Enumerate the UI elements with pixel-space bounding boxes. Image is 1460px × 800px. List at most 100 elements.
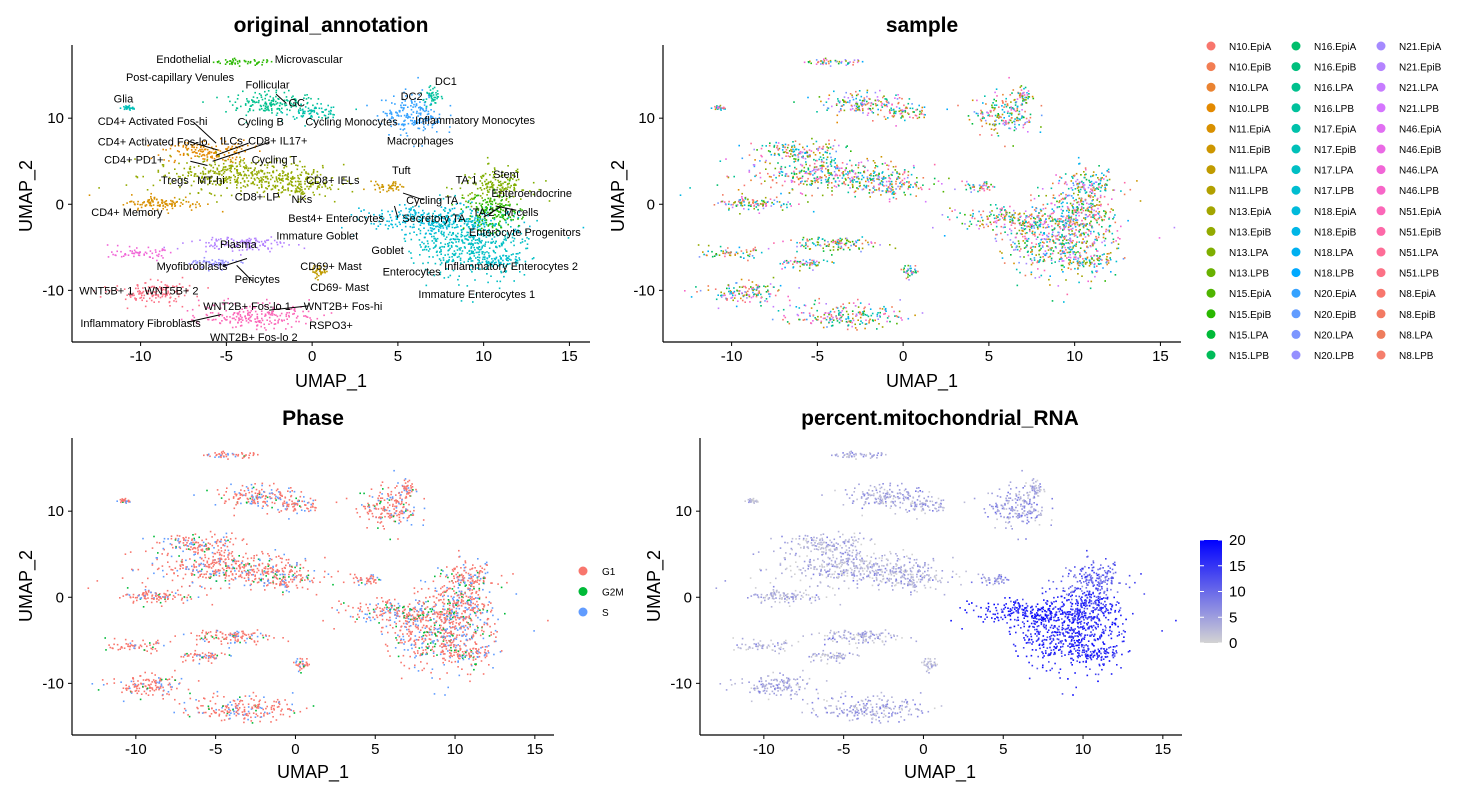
cell-point [429, 104, 432, 106]
cell-point [194, 203, 197, 206]
cell-point [1008, 127, 1010, 130]
cell-point [281, 112, 284, 114]
cell-point [472, 228, 474, 231]
cell-point [293, 162, 295, 164]
cell-point [759, 203, 762, 205]
cell-point [262, 191, 265, 194]
cell-point [166, 284, 168, 287]
cell-point [515, 253, 518, 255]
cell-point [275, 103, 278, 105]
cell-point [399, 134, 402, 136]
cell-point [186, 148, 188, 150]
cell-point [487, 264, 490, 267]
cell-point [357, 177, 359, 180]
cell-point [484, 211, 486, 213]
cell-point [524, 260, 527, 263]
cell-point [442, 221, 444, 224]
cell-point [782, 144, 785, 147]
cell-point [755, 203, 758, 205]
cell-point [975, 112, 978, 115]
cell-point [206, 159, 208, 162]
cell-point [426, 217, 429, 220]
cell-point [237, 177, 239, 179]
cell-point [891, 115, 894, 117]
cell-point [294, 191, 297, 194]
cell-point [914, 183, 916, 185]
cell-point [502, 205, 505, 207]
cell-point [294, 104, 297, 106]
cell-point [459, 257, 462, 260]
cell-point [1001, 108, 1004, 111]
cell-point [1098, 183, 1100, 185]
cell-point [1085, 173, 1087, 176]
cell-point [469, 243, 471, 245]
cell-point [793, 101, 795, 103]
cell-point [234, 62, 236, 64]
cell-point [238, 249, 241, 252]
cell-point [258, 170, 260, 172]
cell-point [159, 204, 161, 206]
cell-point [279, 182, 282, 184]
cell-point [1081, 180, 1083, 183]
cell-point [391, 102, 393, 104]
cell-point [460, 233, 463, 236]
cell-point [224, 140, 227, 143]
cell-point [517, 230, 520, 233]
cell-point [863, 165, 866, 168]
cell-point [260, 105, 262, 108]
cell-point [277, 322, 279, 324]
cell-point [827, 184, 829, 186]
cell-point [499, 202, 501, 205]
cell-point [833, 170, 836, 173]
cell-point [923, 106, 926, 108]
cell-point [781, 157, 784, 160]
cell-point [116, 289, 119, 291]
cell-point [821, 160, 824, 163]
cell-point [885, 190, 888, 192]
cell-point [1090, 189, 1093, 192]
cell-point [748, 202, 750, 204]
cell-point [504, 188, 506, 190]
cell-point [269, 320, 271, 322]
cell-point [229, 60, 231, 62]
cell-point [1120, 190, 1122, 192]
cell-point [266, 177, 269, 180]
cell-point [883, 103, 885, 106]
cell-point [971, 217, 973, 219]
cell-point [459, 249, 461, 251]
cell-point [903, 109, 905, 112]
cell-point [500, 189, 503, 191]
cell-point [146, 200, 149, 203]
cell-point [1058, 223, 1060, 225]
cell-point [295, 105, 297, 108]
cell-point [238, 310, 241, 313]
cell-point [727, 176, 730, 179]
cluster-label: Pericytes [235, 274, 281, 286]
cell-point [250, 315, 252, 318]
cell-point [508, 258, 511, 261]
cell-point [222, 169, 224, 171]
cell-point [743, 204, 746, 206]
cell-point [487, 241, 490, 243]
cell-point [886, 101, 888, 104]
cell-point [492, 249, 495, 252]
cell-point [496, 206, 499, 209]
cell-point [900, 117, 902, 119]
cell-point [312, 271, 314, 273]
cell-point [790, 179, 793, 182]
cell-point [1063, 182, 1066, 185]
cell-point [720, 201, 722, 203]
cell-point [116, 285, 119, 287]
cell-point [500, 242, 503, 245]
cell-point [437, 93, 439, 95]
cell-point [731, 206, 734, 209]
cell-point [910, 173, 913, 176]
cell-point [995, 119, 997, 122]
cell-point [137, 285, 139, 287]
cell-point [1092, 174, 1095, 177]
cell-point [224, 159, 226, 162]
cell-point [438, 224, 441, 227]
cell-point [389, 112, 391, 115]
cell-point [310, 185, 312, 188]
cell-point [203, 140, 206, 142]
